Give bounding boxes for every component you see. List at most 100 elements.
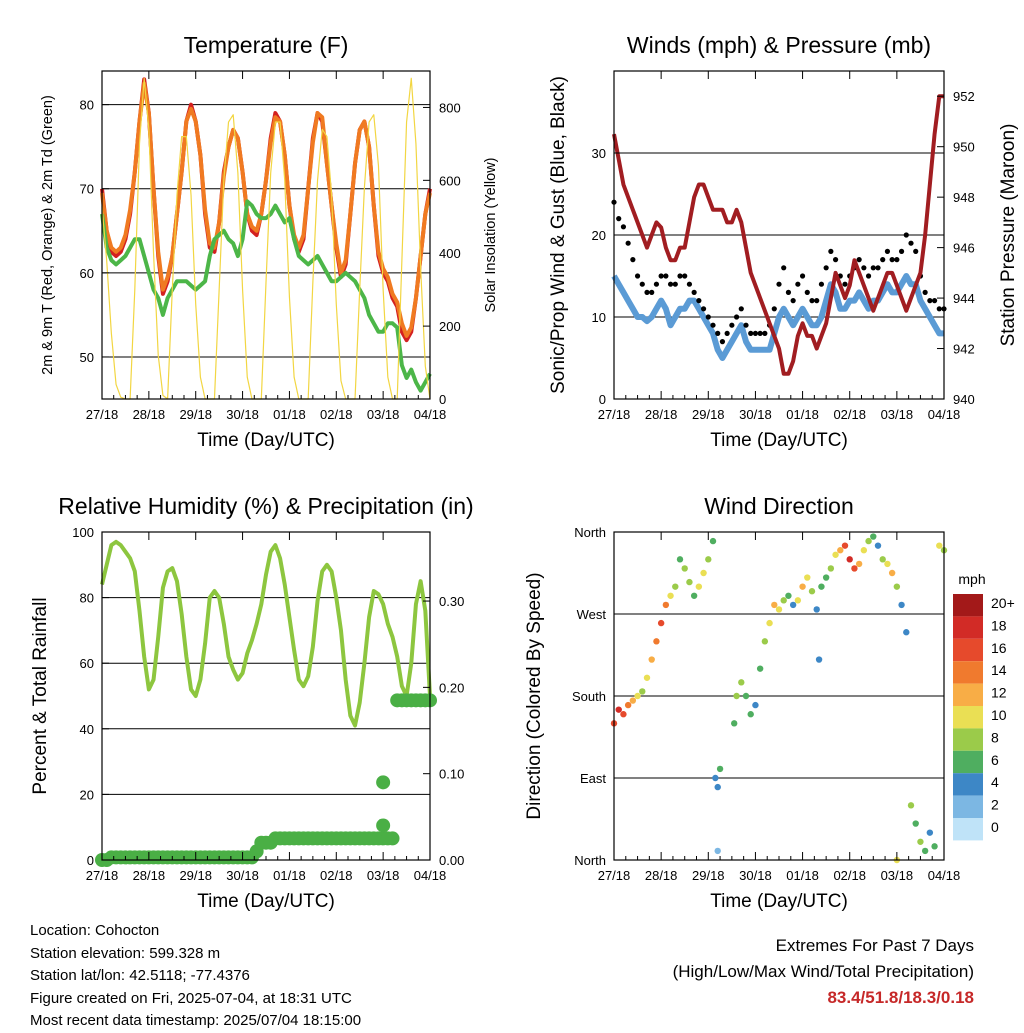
wind-direction-point bbox=[841, 542, 849, 549]
wind-direction-point bbox=[893, 583, 901, 590]
humidity-precip-xtick-label: 28/18 bbox=[133, 868, 166, 883]
wind-direction-point bbox=[912, 820, 919, 827]
wind-direction-point bbox=[716, 765, 724, 773]
winds-pressure-series-1-point bbox=[903, 232, 909, 238]
station-latlon: Station lat/lon: 42.5118; -77.4376 bbox=[30, 967, 250, 984]
wind-direction-point bbox=[634, 692, 641, 700]
wind-direction-point bbox=[657, 619, 665, 627]
winds-pressure-series-1-point bbox=[875, 265, 881, 271]
colorbar-unit: mph bbox=[958, 571, 985, 587]
humidity-precip-precip-spike bbox=[376, 818, 391, 833]
wind-direction-ytick-label: North bbox=[574, 525, 606, 540]
winds-pressure-series-1-point bbox=[894, 257, 900, 263]
winds-pressure-series-1-point bbox=[809, 298, 815, 304]
winds-pressure-xtick-label: 01/18 bbox=[786, 407, 819, 422]
wind-direction-point bbox=[662, 601, 670, 609]
wind-direction-point bbox=[705, 556, 712, 563]
temperature-title: Temperature (F) bbox=[184, 32, 349, 58]
winds-pressure-series-1-point bbox=[696, 298, 702, 304]
wind-direction-point bbox=[756, 665, 764, 672]
temperature-xtick-label: 30/18 bbox=[226, 407, 259, 422]
humidity-precip-ytick-label: 0 bbox=[87, 853, 94, 868]
wind-direction-point bbox=[921, 847, 929, 855]
humidity-precip-xtick-label: 27/18 bbox=[86, 868, 119, 883]
extremes-subtitle: (High/Low/Max Wind/Total Precipitation) bbox=[672, 962, 974, 981]
wind-direction-point bbox=[733, 692, 740, 700]
wind-direction-point bbox=[879, 556, 886, 563]
winds-pressure-xtick-label: 04/18 bbox=[928, 407, 961, 422]
wind-direction-xtick-label: 27/18 bbox=[598, 868, 631, 883]
wind-direction-point bbox=[780, 597, 787, 604]
winds-pressure-series-1-point bbox=[832, 257, 839, 263]
wind-direction-point bbox=[884, 560, 891, 568]
wind-direction-point bbox=[898, 601, 905, 609]
winds-pressure-series-1-point bbox=[828, 248, 834, 254]
temperature-xtick-label: 28/18 bbox=[133, 407, 166, 422]
winds-pressure-ytick-label: 30 bbox=[592, 146, 606, 161]
wind-direction-point bbox=[686, 578, 693, 586]
colorbar-swatch bbox=[953, 683, 983, 706]
wind-direction-point bbox=[766, 619, 773, 627]
winds-pressure-series-1-point bbox=[691, 289, 697, 295]
winds-pressure-xtick-label: 27/18 bbox=[598, 407, 631, 422]
winds-pressure-title: Winds (mph) & Pressure (mb) bbox=[627, 32, 931, 58]
wind-direction-ylabel: Direction (Colored By Speed) bbox=[524, 572, 545, 819]
winds-pressure-series-1-point bbox=[842, 281, 848, 287]
winds-pressure-series-1-point bbox=[884, 248, 891, 254]
wind-direction-ytick-label: West bbox=[577, 607, 607, 622]
panel-temperature: Temperature (F) 27/18 28/18 29/18 30/18 01/18… bbox=[40, 32, 499, 451]
wind-direction-point bbox=[822, 574, 830, 581]
wind-direction-xtick-label: 02/18 bbox=[833, 868, 866, 883]
wind-direction-xtick-label: 29/18 bbox=[692, 868, 725, 883]
winds-pressure-series-1-point bbox=[663, 273, 669, 279]
colorbar-swatch bbox=[953, 795, 983, 818]
colorbar-swatch bbox=[953, 750, 983, 774]
temperature-ytick-right-label: 800 bbox=[439, 100, 461, 115]
winds-pressure-ytick-right-label: 946 bbox=[953, 241, 975, 256]
temperature-ytick-label: 80 bbox=[80, 98, 94, 113]
wind-direction-xlabel: Time (Day/UTC) bbox=[710, 891, 848, 912]
temperature-ylabel-right: Solar Insolation (Yellow) bbox=[483, 157, 499, 312]
temperature-xtick-label: 01/18 bbox=[273, 407, 306, 422]
colorbar-swatch bbox=[953, 616, 983, 639]
temperature-ytick-right-label: 200 bbox=[439, 319, 461, 334]
temperature-ytick-right-label: 0 bbox=[439, 392, 446, 407]
winds-pressure-series-1-point bbox=[880, 257, 886, 263]
winds-pressure-series-1-point bbox=[625, 240, 631, 246]
wind-direction-point bbox=[832, 551, 839, 558]
wind-direction-point bbox=[676, 556, 684, 563]
wind-direction-point bbox=[907, 802, 915, 809]
panel-winds-pressure: Winds (mph) & Pressure (mb) 27/18 28/18 29/… bbox=[548, 32, 1019, 451]
humidity-precip-precip-spike bbox=[376, 775, 391, 790]
winds-pressure-series-1-point bbox=[752, 330, 759, 336]
wind-direction-ytick-label: East bbox=[580, 771, 606, 786]
winds-pressure-ytick-right-label: 942 bbox=[953, 342, 975, 357]
colorbar-label: 14 bbox=[991, 662, 1007, 678]
wind-direction-point bbox=[837, 547, 844, 554]
wind-direction-point bbox=[695, 583, 703, 590]
wind-direction-point bbox=[860, 547, 868, 554]
colorbar-swatch bbox=[953, 638, 983, 662]
winds-pressure-xtick-label: 02/18 bbox=[833, 407, 866, 422]
wind-direction-point bbox=[827, 565, 835, 572]
winds-pressure-ylabel: Sonic/Prop Wind & Gust (Blue, Black) bbox=[548, 76, 569, 394]
winds-pressure-series-1-point bbox=[616, 216, 622, 222]
winds-pressure-series-1-point bbox=[710, 322, 716, 328]
wind-direction-point bbox=[752, 701, 759, 709]
winds-pressure-series-1-point bbox=[856, 257, 862, 263]
winds-pressure-series-1-point bbox=[823, 265, 829, 271]
wind-direction-ytick-label: North bbox=[574, 853, 606, 868]
station-info: Location: Cohocton Station elevation: 59… bbox=[30, 920, 361, 1033]
winds-pressure-series-1-point bbox=[861, 265, 867, 271]
colorbar-swatch bbox=[953, 773, 983, 796]
humidity-precip-xtick-label: 30/18 bbox=[226, 868, 259, 883]
wind-direction-point bbox=[855, 560, 863, 568]
wind-direction-point bbox=[624, 701, 632, 709]
winds-pressure-series-1-point bbox=[762, 330, 768, 336]
winds-pressure-xtick-label: 30/18 bbox=[739, 407, 772, 422]
winds-pressure-series-1-point bbox=[776, 281, 782, 287]
wind-direction-point bbox=[648, 656, 655, 663]
winds-pressure-series-1-point bbox=[913, 248, 919, 254]
winds-pressure-series-2-line bbox=[612, 94, 944, 376]
